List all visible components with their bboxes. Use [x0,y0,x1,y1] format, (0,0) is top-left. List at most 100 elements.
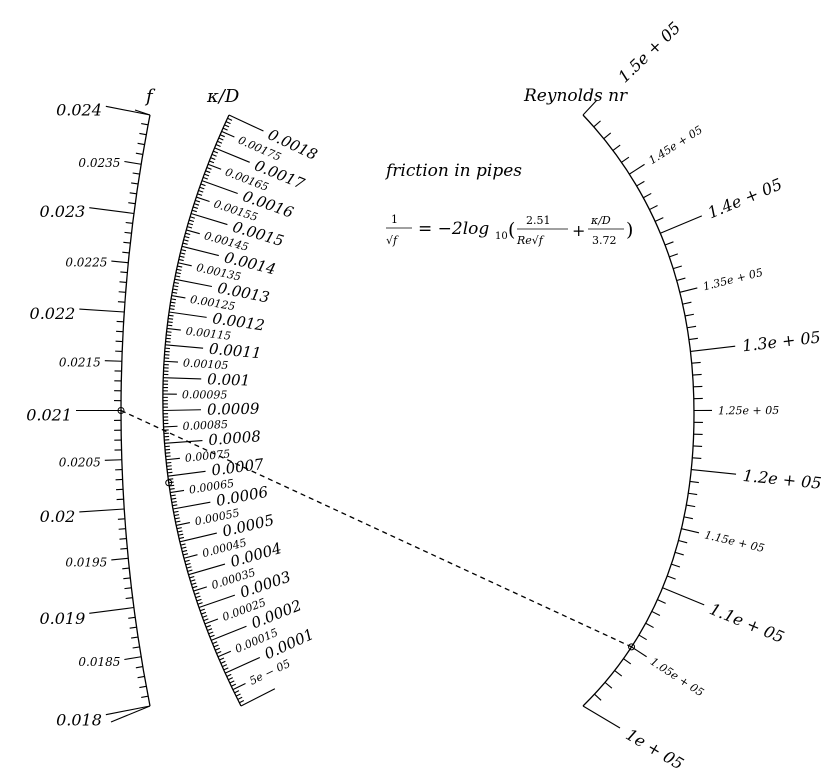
formula-open-paren: ( [508,219,515,241]
kappa-d-tick [167,321,173,324]
kappa-d-label-0-00085: 0.00085 [182,418,228,433]
kappa-d-tick [234,690,240,694]
kappa-d-tick [166,334,172,337]
kappa-d-label-0-001: 0.001 [207,370,251,389]
kappa-d-tick [180,543,186,546]
kappa-d-tick [170,489,185,494]
kappa-d-tick [194,592,200,595]
kappa-d-tick [188,219,195,223]
kappa-d-tick [197,193,203,196]
kappa-d-tick [187,222,194,226]
f-tick [139,132,147,136]
kappa-d-tick [177,265,183,268]
formula-term2-numerator: κ/D [590,214,611,227]
kappa-d-tick [172,291,178,294]
kappa-d-tick [178,258,184,262]
kappa-d-scale-ticks: 5e − 050.00010.000150.00020.000250.00030… [162,114,320,707]
kappa-d-tick [162,409,201,412]
kappa-d-label-0-0011: 0.0011 [208,340,262,363]
formula-plus: + [572,221,585,240]
f-tick [131,182,139,185]
kappa-d-tick [227,677,233,681]
kappa-d-label-0-00105: 0.00105 [183,356,229,372]
kappa-d-label-0-00115: 0.00115 [185,325,232,343]
kappa-d-tick [166,461,172,464]
f-tick [128,616,136,619]
formula-lhs-numerator: 1 [391,213,398,226]
f-scale-ticks: 0.018 0.0185 0.019 0.0195 0.02 0.0205 0.021 0.0… [26,101,151,729]
kappa-d-tick [173,510,179,513]
kappa-d-tick [177,262,192,267]
f-tick [104,459,122,461]
kappa-d-tick [171,501,177,503]
kappa-d-tick [172,504,178,507]
reynolds-label-1-2e-05: 1.2e + 05 [742,466,822,493]
f-label-0-0225: 0.0225 [65,256,107,270]
f-tick [79,308,125,313]
reynolds-label-1-5e-05: 1.5e + 05 [614,18,684,86]
f-tick [124,160,142,165]
kappa-d-tick [172,501,211,510]
reynolds-tick [692,373,702,376]
kappa-d-tick [166,331,172,333]
reynolds-tick [678,539,688,544]
kappa-d-tick [182,553,189,556]
kappa-d-tick [173,281,179,284]
kappa-d-tick [163,377,202,380]
kappa-d-tick [204,618,219,625]
kappa-d-tick [168,318,174,320]
f-label-0-018: 0.018 [56,710,102,729]
f-label-0-0205: 0.0205 [59,455,101,469]
formula-term1-numerator: 2.51 [526,214,551,227]
kappa-d-tick [169,304,176,307]
reynolds-tick [688,337,698,341]
kappa-d-tick [170,298,177,301]
kappa-d-tick [178,533,184,536]
isopleth-point-reynolds [628,643,636,651]
f-tick [123,241,131,244]
kappa-d-tick [203,618,209,622]
kappa-d-tick [204,173,210,177]
f-tick [129,192,137,195]
kappa-d-tick [235,693,241,697]
reynolds-tick [693,445,703,448]
kappa-d-tick [222,664,228,668]
kappa-d-tick [163,425,178,428]
kappa-d-tick [179,255,185,258]
kappa-d-tick [191,582,197,586]
example-isopleth-line [120,409,632,648]
reynolds-tick [691,361,701,364]
kappa-d-tick [195,199,201,203]
kappa-d-tick [174,517,180,520]
reynolds-tick [621,156,630,163]
reynolds-axis-top-cap [582,99,598,116]
kappa-d-tick [201,611,207,615]
kappa-d-tick [165,344,204,349]
kappa-d-tick [191,209,197,213]
reynolds-tick [603,132,612,140]
kappa-d-tick [199,186,205,190]
kappa-d-tick [190,579,196,582]
kappa-d-tick [170,301,176,304]
f-tick [124,587,132,590]
kappa-d-tick [165,457,180,461]
kappa-d-tick [210,157,216,161]
f-label-0-02: 0.02 [40,507,76,526]
reynolds-tick [674,551,684,556]
kappa-d-label-0-00095: 0.00095 [182,388,228,401]
reynolds-tick [683,516,693,520]
kappa-d-tick [187,226,193,229]
kappa-d-tick [198,189,204,193]
kappa-d-tick [226,673,232,677]
kappa-d-tick [207,163,222,170]
reynolds-tick [593,120,601,128]
formula-close-paren: ) [626,219,633,241]
f-tick [111,557,129,561]
f-scale-title: f [144,86,156,107]
reynolds-tick [689,480,699,484]
kappa-d-tick [163,360,179,363]
reynolds-tick [692,457,702,460]
kappa-d-tick [206,167,212,170]
kappa-d-tick [182,549,188,553]
kappa-d-tick [207,628,213,631]
